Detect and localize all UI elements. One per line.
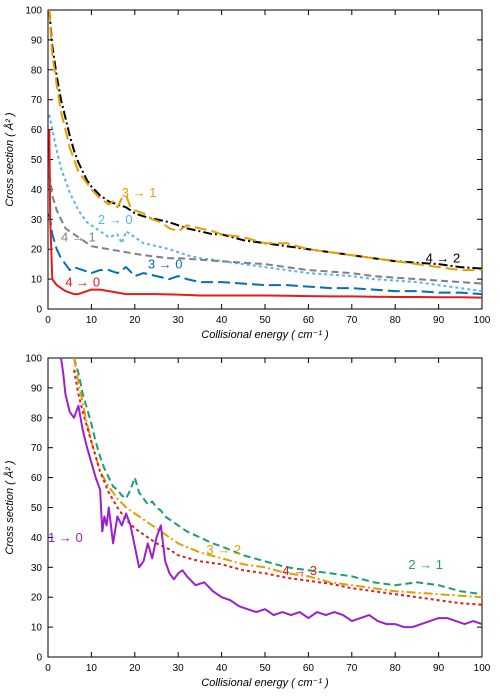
chart-0-series-line-3: [48, 174, 482, 285]
chart-1-x-tick-label: 30: [173, 663, 185, 674]
chart-0-x-tick-label: 40: [216, 315, 228, 326]
chart-0-y-tick-label: 20: [31, 245, 43, 256]
chart-1-x-tick-label: 70: [346, 663, 358, 674]
chart-1-x-tick-label: 0: [45, 663, 51, 674]
chart-1-series-line-2: [73, 369, 482, 606]
chart-1-y-tick-label: 60: [31, 473, 43, 484]
top-panel: 0 10 20 30 40 50 60 70 80 90 100 0 10 20 30 40 50 60 70 80 9…: [3, 6, 491, 342]
chart-0-y-tick-label: 80: [31, 65, 43, 76]
chart-1-x-tick-label: 60: [303, 663, 315, 674]
chart-1-x-tick-label: 80: [390, 663, 402, 674]
chart-1-plot-frame: [47, 357, 483, 658]
chart-1-x-tick-label: 50: [259, 663, 271, 674]
chart-0-series-line-2: [48, 114, 482, 293]
chart-0-x-tick-label: 60: [303, 315, 315, 326]
chart-1-y-tick-label: 40: [31, 533, 43, 544]
chart-0-series-label-3: 4 → 1: [61, 230, 96, 245]
chart-1-series-line-3: [60, 358, 482, 629]
chart-1-y-tick-label: 70: [31, 443, 43, 454]
chart-0-y-tick-label: 50: [31, 155, 43, 166]
chart-1-y-axis-label: Cross section ( Å² ): [3, 460, 16, 554]
chart-0-x-tick-label: 100: [474, 315, 491, 326]
chart-1-x-axis-label: Collisional energy ( cm⁻¹ ): [201, 677, 329, 689]
chart-1-y-tick-label: 50: [31, 503, 43, 514]
chart-0-y-tick-label: 10: [31, 275, 43, 286]
chart-0-x-tick-label: 30: [173, 315, 185, 326]
chart-0-y-tick-label: 30: [31, 215, 43, 226]
chart-0-y-tick-label: 90: [31, 35, 43, 46]
chart-1-series-line-0: [73, 358, 482, 596]
chart-0-series-line-4: [48, 213, 482, 296]
chart-0-x-tick-label: 90: [433, 315, 445, 326]
chart-1-y-tick-label: 20: [31, 593, 43, 604]
chart-0-series-label-0: 4 → 2: [426, 251, 461, 266]
chart-1-y-tick-label: 80: [31, 413, 43, 424]
chart-1-y-tick-label: 10: [31, 623, 43, 634]
chart-0-x-tick-label: 10: [86, 315, 98, 326]
chart-0-series-label-1: 3 → 1: [122, 185, 157, 200]
chart-0-x-tick-label: 0: [45, 315, 51, 326]
chart-0-series-label-2: 2 → 0: [98, 212, 133, 227]
chart-0-series-line-1: [48, 10, 482, 272]
chart-0-x-axis-label: Collisional energy ( cm⁻¹ ): [201, 329, 329, 341]
chart-1-series-label-2: 4 → 3: [282, 563, 317, 578]
chart-0-series-line-0: [48, 10, 482, 270]
bottom-panel: 0 10 20 30 40 50 60 70 80 90 100 0 10 20 30 40 50 60 70 80 9…: [3, 354, 491, 690]
chart-0-series-line-5: [48, 129, 482, 299]
chart-1-x-tick-label: 90: [433, 663, 445, 674]
chart-1-x-tick-label: 20: [129, 663, 141, 674]
chart-0-y-tick-label: 60: [31, 125, 43, 136]
chart-0-x-tick-label: 70: [346, 315, 358, 326]
chart-1-y-tick-label: 0: [36, 653, 42, 664]
chart-1-y-tick-label: 100: [25, 354, 42, 365]
chart-1-x-tick-label: 40: [216, 663, 228, 674]
chart-0-y-axis-label: Cross section ( Å² ): [3, 112, 16, 206]
chart-0-x-tick-label: 80: [390, 315, 402, 326]
chart-1-series-label-1: 3 → 2: [206, 542, 241, 557]
chart-0-x-tick-label: 50: [259, 315, 271, 326]
chart-0-y-tick-label: 70: [31, 95, 43, 106]
chart-1-y-tick-label: 30: [31, 563, 43, 574]
chart-0-x-tick-label: 20: [129, 315, 141, 326]
chart-0-y-tick-label: 40: [31, 185, 43, 196]
chart-1-series-label-3: 1 → 0: [48, 530, 83, 545]
chart-0-y-tick-label: 0: [36, 305, 42, 316]
chart-1-x-tick-label: 100: [474, 663, 491, 674]
chart-0-series-label-4: 3 → 0: [148, 257, 183, 272]
chart-1-series-label-0: 2 → 1: [408, 557, 443, 572]
chart-0-y-tick-label: 100: [25, 6, 42, 17]
chart-0-series-label-5: 4 → 0: [65, 275, 100, 290]
chart-1-y-tick-label: 90: [31, 383, 43, 394]
chart-1-x-tick-label: 10: [86, 663, 98, 674]
